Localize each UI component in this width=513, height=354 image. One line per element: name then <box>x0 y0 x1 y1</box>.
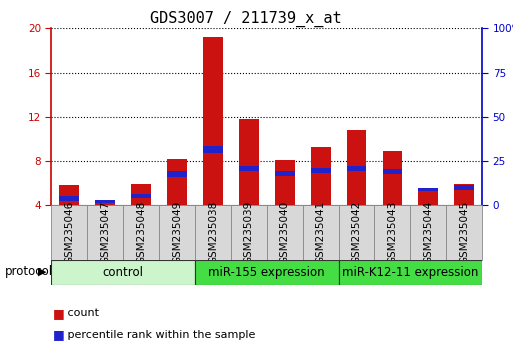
Bar <box>339 260 482 285</box>
Bar <box>195 260 339 285</box>
FancyBboxPatch shape <box>410 205 446 260</box>
Bar <box>60 185 79 205</box>
FancyBboxPatch shape <box>195 205 231 260</box>
FancyBboxPatch shape <box>159 205 195 260</box>
Bar <box>131 194 151 198</box>
Text: percentile rank within the sample: percentile rank within the sample <box>64 330 255 339</box>
FancyBboxPatch shape <box>303 205 339 260</box>
FancyBboxPatch shape <box>51 205 87 260</box>
Text: GSM235038: GSM235038 <box>208 201 218 264</box>
FancyBboxPatch shape <box>123 205 159 260</box>
Bar <box>347 166 366 171</box>
Text: control: control <box>103 266 144 279</box>
Bar <box>239 166 259 171</box>
FancyBboxPatch shape <box>446 205 482 260</box>
Text: GSM235047: GSM235047 <box>100 201 110 264</box>
FancyBboxPatch shape <box>267 205 303 260</box>
Bar <box>275 171 294 176</box>
Bar <box>51 260 195 285</box>
Text: GSM235039: GSM235039 <box>244 201 254 264</box>
Text: ▶: ▶ <box>38 267 47 277</box>
Bar <box>167 171 187 177</box>
Text: ■: ■ <box>53 307 65 320</box>
Text: GSM235042: GSM235042 <box>351 201 362 264</box>
Text: GSM235049: GSM235049 <box>172 201 182 264</box>
FancyBboxPatch shape <box>87 205 123 260</box>
Text: miR-155 expression: miR-155 expression <box>208 266 325 279</box>
Bar <box>383 169 402 174</box>
Bar <box>419 190 438 205</box>
Bar <box>275 160 294 205</box>
Text: count: count <box>64 308 99 318</box>
Bar <box>60 196 79 201</box>
Bar <box>419 188 438 192</box>
Text: GSM235045: GSM235045 <box>459 201 469 264</box>
Text: GSM235040: GSM235040 <box>280 201 290 264</box>
Bar <box>311 147 330 205</box>
Bar <box>131 184 151 205</box>
FancyBboxPatch shape <box>231 205 267 260</box>
Text: GDS3007 / 211739_x_at: GDS3007 / 211739_x_at <box>150 11 342 27</box>
Bar <box>311 168 330 173</box>
Bar <box>167 159 187 205</box>
FancyBboxPatch shape <box>339 205 374 260</box>
Text: ■: ■ <box>53 328 65 341</box>
Text: GSM235046: GSM235046 <box>64 201 74 264</box>
Text: GSM235044: GSM235044 <box>423 201 433 264</box>
Text: protocol: protocol <box>5 266 53 278</box>
Bar <box>95 201 115 205</box>
Text: GSM235048: GSM235048 <box>136 201 146 264</box>
Bar <box>455 185 474 189</box>
Text: miR-K12-11 expression: miR-K12-11 expression <box>342 266 479 279</box>
Bar <box>203 37 223 205</box>
Text: GSM235043: GSM235043 <box>387 201 398 264</box>
Bar <box>239 119 259 205</box>
Text: GSM235041: GSM235041 <box>315 201 326 264</box>
FancyBboxPatch shape <box>374 205 410 260</box>
Bar <box>383 151 402 205</box>
Bar <box>203 146 223 153</box>
Bar <box>95 200 115 202</box>
Bar <box>455 184 474 205</box>
Bar <box>347 130 366 205</box>
